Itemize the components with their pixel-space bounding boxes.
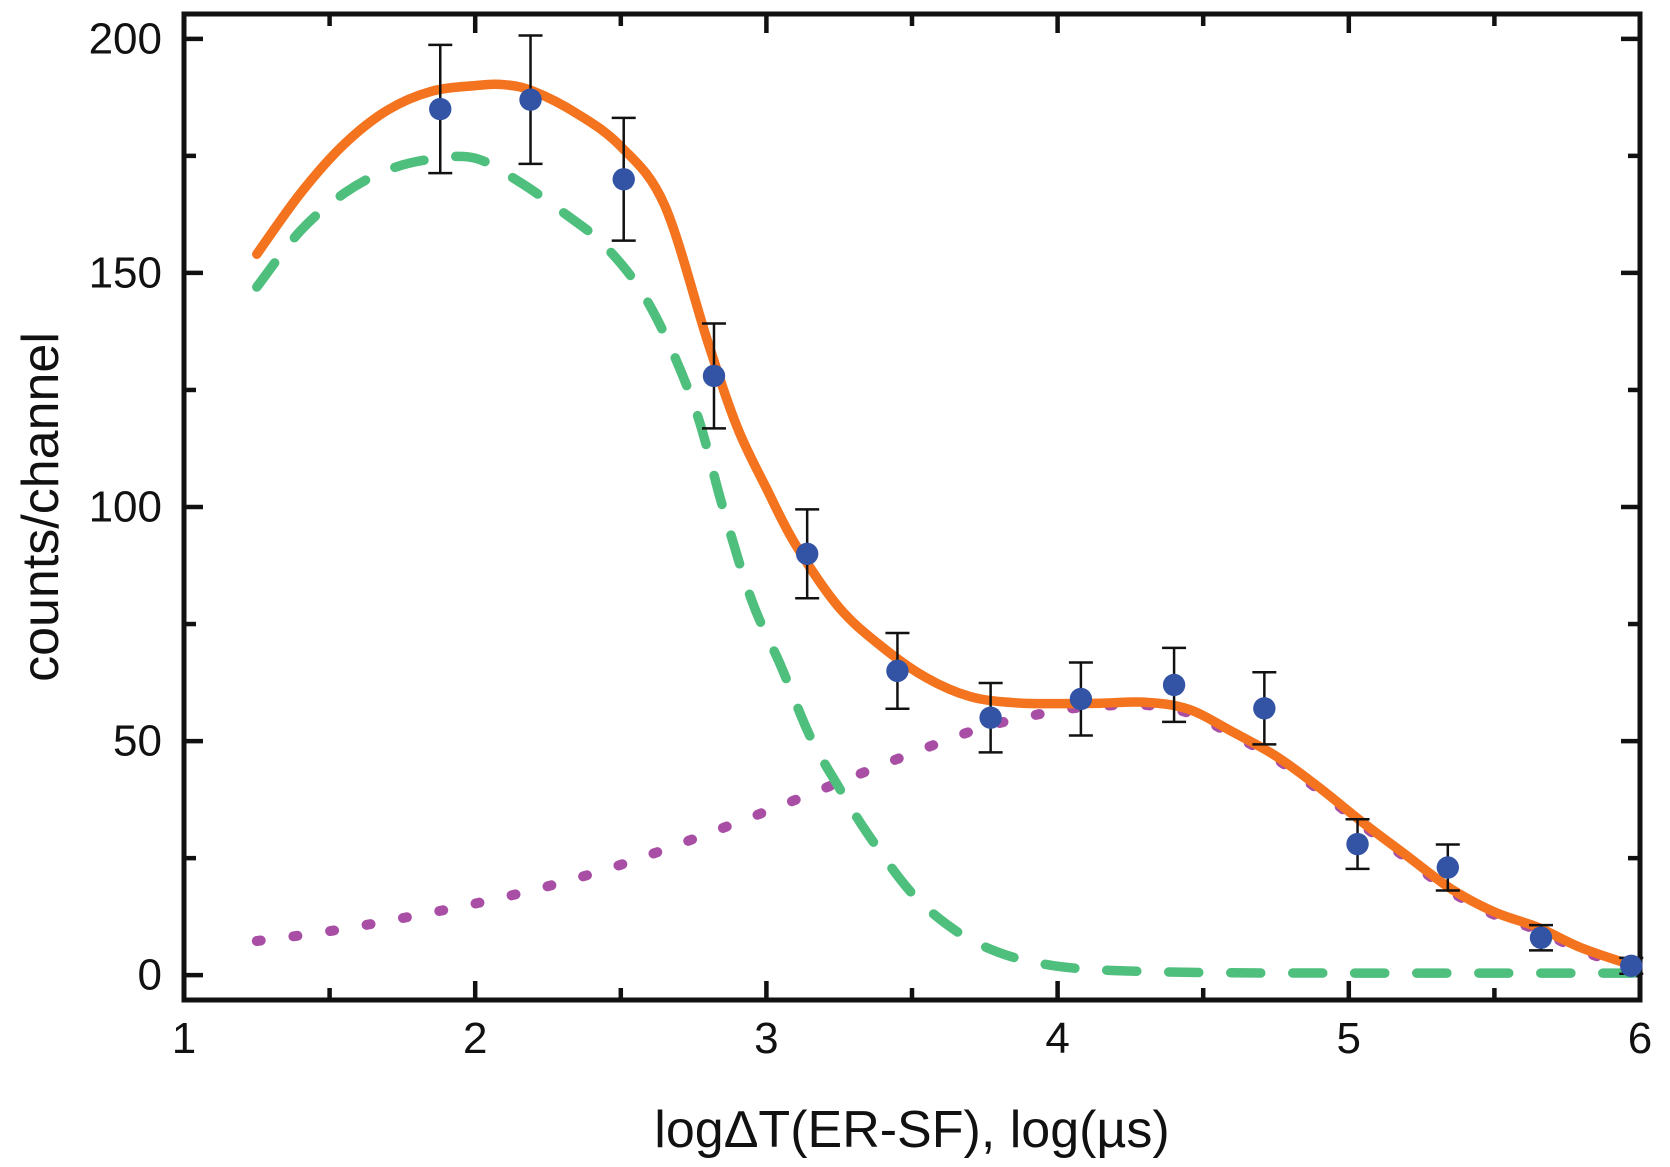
data-point bbox=[886, 659, 909, 683]
x-tick-label: 2 bbox=[463, 1014, 487, 1063]
data-point bbox=[612, 168, 635, 191]
fit-curve-solid bbox=[252, 79, 1639, 971]
x-tick-label: 5 bbox=[1337, 1014, 1361, 1063]
y-tick-label: 50 bbox=[113, 717, 162, 766]
data-point bbox=[979, 706, 1002, 729]
x-tick-label: 3 bbox=[754, 1014, 778, 1063]
x-axis-title: logΔT(ER-SF), log(µs) bbox=[654, 1101, 1169, 1159]
data-point bbox=[1253, 697, 1276, 720]
y-tick-label: 100 bbox=[89, 483, 162, 532]
plot-frame bbox=[181, 11, 1643, 1003]
plot-area: 1 2 3 4 5 6 0 50 100 150 200 bbox=[89, 11, 1652, 1063]
y-tick-label: 200 bbox=[89, 14, 162, 63]
data-point bbox=[1529, 926, 1553, 949]
data-point bbox=[429, 97, 452, 121]
data-point bbox=[1162, 673, 1186, 697]
y-tick-label: 150 bbox=[89, 248, 162, 297]
data-point bbox=[702, 364, 726, 388]
x-tick-label: 4 bbox=[1045, 1014, 1069, 1063]
data-point bbox=[519, 88, 542, 111]
y-tick-label: 0 bbox=[138, 951, 162, 1000]
x-tick-label: 6 bbox=[1628, 1014, 1652, 1063]
data-point bbox=[795, 542, 819, 566]
data-point bbox=[1346, 832, 1369, 856]
data-point bbox=[1620, 954, 1643, 978]
fit-curve-dashed bbox=[252, 151, 1639, 978]
x-tick-label: 1 bbox=[172, 1014, 196, 1063]
data-point bbox=[1069, 687, 1093, 711]
y-axis-title: counts/channel bbox=[12, 332, 70, 682]
data-point bbox=[1436, 856, 1460, 879]
